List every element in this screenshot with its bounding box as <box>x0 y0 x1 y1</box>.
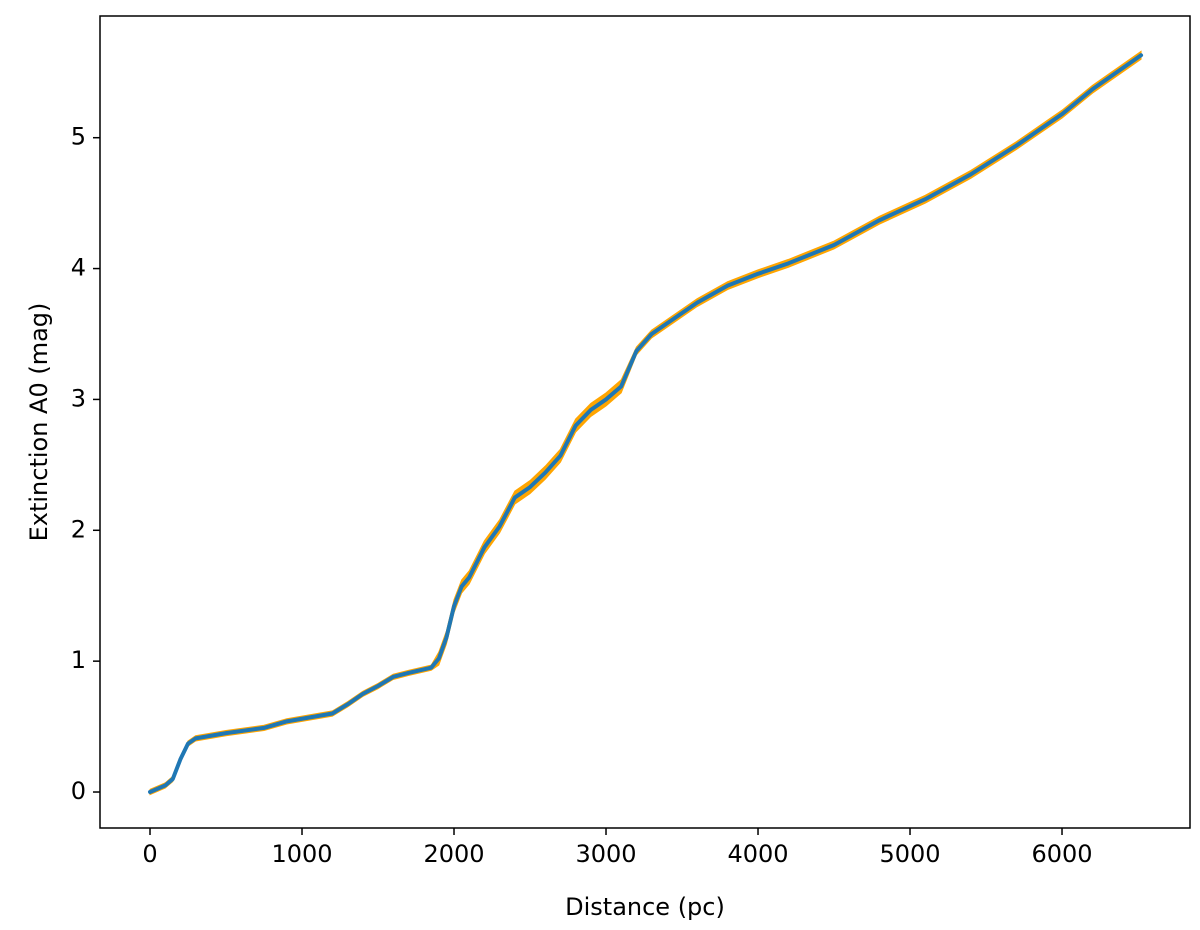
y-tick-label: 2 <box>71 515 86 543</box>
y-tick-label: 4 <box>71 254 86 282</box>
x-tick-label: 0 <box>142 840 157 868</box>
x-tick-label: 1000 <box>271 840 332 868</box>
y-tick-label: 3 <box>71 384 86 412</box>
x-tick-label: 3000 <box>575 840 636 868</box>
y-tick-label: 1 <box>71 646 86 674</box>
x-tick-label: 6000 <box>1031 840 1092 868</box>
x-tick-label: 4000 <box>727 840 788 868</box>
line <box>148 53 1144 795</box>
x-tick-label: 5000 <box>879 840 940 868</box>
x-tick-label: 2000 <box>423 840 484 868</box>
x-axis-label: Distance (pc) <box>565 893 725 921</box>
y-axis-label: Extinction A0 (mag) <box>25 303 53 542</box>
y-tick-label: 5 <box>71 123 86 151</box>
y-tick-label: 0 <box>71 777 86 805</box>
plot-frame <box>99 15 1191 829</box>
